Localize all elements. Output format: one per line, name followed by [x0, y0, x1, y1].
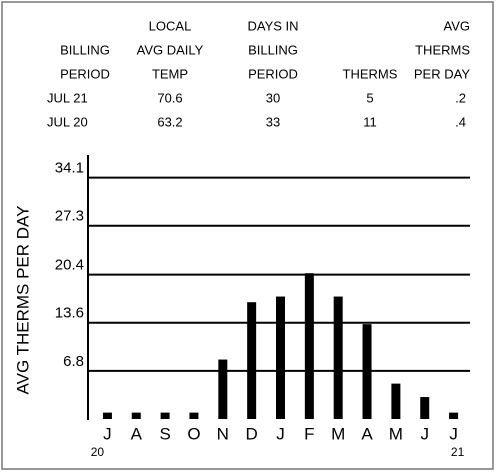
table-cell: JUL 20: [47, 114, 88, 129]
x-tick-label: D: [246, 424, 258, 443]
column-header: LOCAL: [149, 18, 192, 33]
table-cell: 63.2: [157, 114, 182, 129]
column-header: DAYS IN: [247, 18, 298, 33]
column-header: TEMP: [152, 66, 188, 81]
bar: [276, 296, 285, 419]
y-tick-label: 20.4: [55, 257, 84, 274]
x-tick-label: S: [159, 424, 170, 443]
x-tick-label: A: [361, 424, 373, 443]
bar: [362, 324, 372, 419]
column-header: PERIOD: [60, 66, 110, 81]
y-tick-label: 13.6: [55, 305, 84, 322]
x-tick-label: F: [304, 424, 314, 443]
y-tick-label: 27.3: [55, 208, 84, 225]
x-tick-label: O: [187, 424, 200, 443]
bar: [160, 412, 170, 419]
bar: [218, 359, 228, 419]
x-tick-label: M: [389, 424, 403, 443]
y-tick-label: 34.1: [55, 160, 84, 177]
x-tick-label: A: [131, 424, 143, 443]
x-tick-label: N: [217, 424, 229, 443]
column-header: BILLING: [248, 42, 298, 57]
column-header: PERIOD: [248, 66, 298, 81]
column-header: THERMS: [415, 42, 470, 57]
column-header: AVG: [444, 18, 471, 33]
bar: [391, 383, 401, 419]
x-year-label: 20: [91, 445, 105, 459]
x-year-label: 21: [451, 445, 465, 459]
y-axis-label: AVG THERMS PER DAY: [13, 206, 32, 395]
column-header: BILLING: [60, 42, 110, 57]
column-header: AVG DAILY: [137, 42, 204, 57]
bar: [189, 412, 199, 419]
x-tick-label: J: [449, 424, 458, 443]
x-tick-label: J: [103, 424, 112, 443]
y-tick-label: 6.8: [63, 353, 84, 370]
table-cell: 30: [266, 90, 280, 105]
table-cell: 33: [266, 114, 280, 129]
table-cell: .2: [455, 90, 466, 105]
table-cell: 5: [366, 90, 373, 105]
x-tick-label: M: [331, 424, 345, 443]
bar: [449, 412, 459, 419]
table-cell: JUL 21: [47, 90, 88, 105]
bar: [102, 412, 112, 419]
table-cell: .4: [455, 114, 466, 129]
x-tick-label: J: [276, 424, 285, 443]
table-cell: 11: [363, 114, 377, 129]
x-tick-label: J: [420, 424, 429, 443]
bar: [304, 273, 314, 419]
bar: [247, 302, 257, 419]
column-header: THERMS: [343, 66, 398, 81]
bar: [131, 412, 141, 419]
column-header: PER DAY: [414, 66, 470, 81]
table-cell: 70.6: [157, 90, 182, 105]
bar: [420, 397, 430, 419]
bar: [333, 296, 343, 419]
